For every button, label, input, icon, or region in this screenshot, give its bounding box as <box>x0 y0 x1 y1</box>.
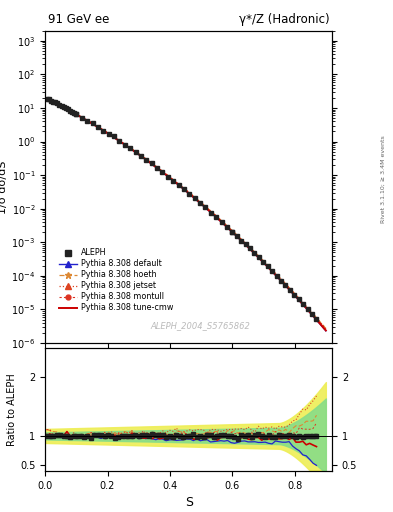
Text: Rivet 3.1.10; ≥ 3.4M events: Rivet 3.1.10; ≥ 3.4M events <box>381 135 386 223</box>
X-axis label: S: S <box>185 496 193 509</box>
Text: ALEPH_2004_S5765862: ALEPH_2004_S5765862 <box>150 322 250 331</box>
Y-axis label: Ratio to ALEPH: Ratio to ALEPH <box>7 373 17 446</box>
Y-axis label: 1/σ dσ/dS: 1/σ dσ/dS <box>0 160 9 214</box>
Legend: ALEPH, Pythia 8.308 default, Pythia 8.308 hoeth, Pythia 8.308 jetset, Pythia 8.3: ALEPH, Pythia 8.308 default, Pythia 8.30… <box>58 247 175 314</box>
Text: 91 GeV ee: 91 GeV ee <box>48 13 109 26</box>
Text: γ*/Z (Hadronic): γ*/Z (Hadronic) <box>239 13 329 26</box>
